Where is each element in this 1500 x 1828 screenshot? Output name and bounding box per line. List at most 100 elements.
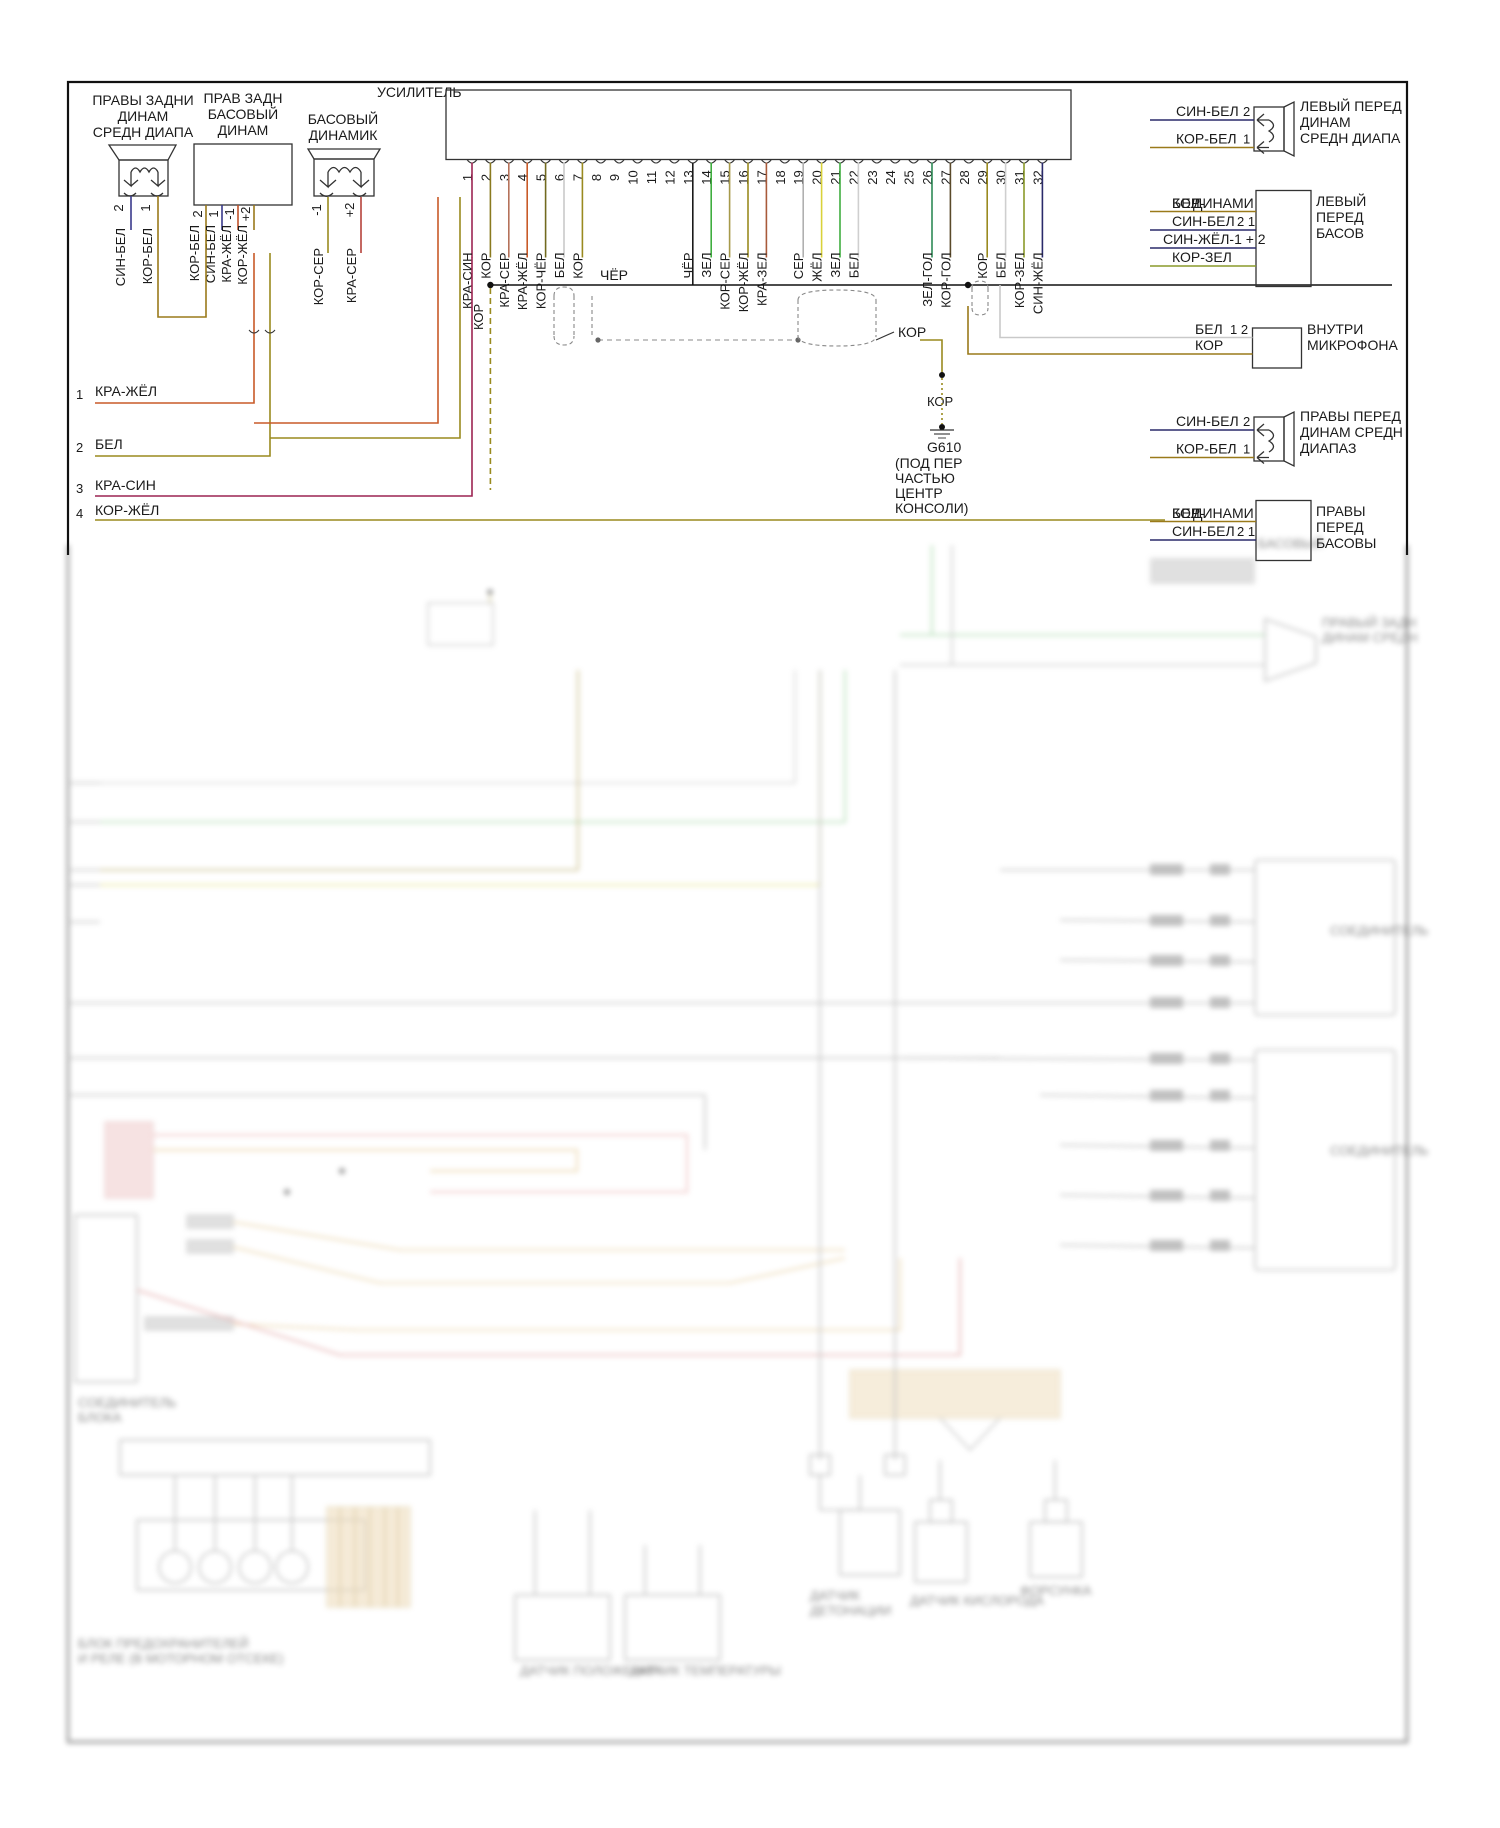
svg-text:12: 12 [662, 170, 677, 184]
svg-text:БЕЛ: БЕЛ [994, 253, 1009, 279]
svg-text:2: 2 [111, 204, 126, 211]
svg-text:ПЕРЕД: ПЕРЕД [1316, 519, 1364, 535]
svg-text:ЧЁР: ЧЁР [600, 267, 628, 283]
svg-text:КРА-СЕР: КРА-СЕР [497, 253, 512, 308]
svg-text:+2: +2 [238, 207, 253, 222]
svg-text:БЕЛ: БЕЛ [552, 253, 567, 279]
svg-text:ДИНАМИК: ДИНАМИК [309, 127, 379, 143]
svg-text:1: 1 [1243, 442, 1250, 457]
svg-text:2: 2 [1243, 104, 1250, 119]
svg-text:СРЕДН ДИАПА: СРЕДН ДИАПА [1300, 130, 1401, 146]
svg-text:КОР-БЕЛ: КОР-БЕЛ [1176, 441, 1237, 457]
svg-text:КОР: КОР [570, 253, 585, 279]
svg-text:СОЕДИНИТЕЛЬ: СОЕДИНИТЕЛЬ [1330, 923, 1428, 938]
svg-text:БАСОВЫЙ: БАСОВЫЙ [208, 105, 278, 122]
svg-text:БАСОВ: БАСОВ [1316, 225, 1364, 241]
svg-text:КОР-БЕЛ: КОР-БЕЛ [1176, 131, 1237, 147]
svg-text:23: 23 [865, 170, 880, 184]
svg-text:КРА-ЖЁЛ: КРА-ЖЁЛ [219, 225, 234, 283]
svg-text:БЕЛ: БЕЛ [95, 436, 123, 452]
svg-text:ПРАВ ЗАДН: ПРАВ ЗАДН [204, 90, 283, 106]
svg-text:2 1: 2 1 [1237, 214, 1255, 229]
svg-text:КОНСОЛИ): КОНСОЛИ) [895, 500, 968, 516]
svg-text:СИН-БЕЛ: СИН-БЕЛ [1176, 103, 1239, 119]
svg-text:КОР-СЕР: КОР-СЕР [311, 248, 326, 305]
svg-text:ДАТЧИК ТЕМПЕРАТУРЫ: ДАТЧИК ТЕМПЕРАТУРЫ [630, 1663, 781, 1678]
svg-text:КОР: КОР [927, 394, 953, 409]
svg-text:28: 28 [957, 170, 972, 184]
svg-text:(ПОД ПЕР: (ПОД ПЕР [895, 455, 962, 471]
svg-text:СОЕДИНИТЕЛЬ: СОЕДИНИТЕЛЬ [78, 1395, 176, 1410]
svg-text:КОР-ЖЁЛ: КОР-ЖЁЛ [736, 253, 751, 313]
svg-text:ПЕРЕД: ПЕРЕД [1316, 209, 1364, 225]
svg-text:ЧАСТЬЮ: ЧАСТЬЮ [895, 470, 955, 486]
svg-text:ЖЁЛ: ЖЁЛ [810, 253, 825, 282]
svg-text:3: 3 [76, 481, 83, 496]
svg-text:КРА-ЗЕЛ: КРА-ЗЕЛ [754, 253, 769, 306]
svg-text:КРА-СЕР: КРА-СЕР [344, 248, 359, 303]
svg-text:ДАТЧИК: ДАТЧИК [810, 1588, 860, 1603]
svg-text:2 1: 2 1 [1237, 524, 1255, 539]
svg-text:КОР-ЖЁЛ: КОР-ЖЁЛ [235, 225, 250, 285]
svg-text:ДИНАМ СРЕДН: ДИНАМ СРЕДН [1322, 630, 1418, 645]
svg-text:КОР-ЗЕЛ: КОР-ЗЕЛ [1012, 253, 1027, 309]
svg-text:25: 25 [902, 170, 917, 184]
svg-text:БЛОКА: БЛОКА [78, 1410, 122, 1425]
svg-text:ДИНАМ: ДИНАМ [1300, 114, 1351, 130]
svg-text:СРЕДН ДИАПА: СРЕДН ДИАПА [93, 124, 194, 140]
svg-text:КОР-СЕР: КОР-СЕР [718, 253, 733, 310]
svg-text:ЛЕВЫЙ ПЕРЕД: ЛЕВЫЙ ПЕРЕД [1300, 97, 1402, 114]
svg-text:И РЕЛЕ (В МОТОРНОМ ОТСЕКЕ): И РЕЛЕ (В МОТОРНОМ ОТСЕКЕ) [78, 1651, 283, 1666]
svg-text:КОР-ЗЕЛ: КОР-ЗЕЛ [1172, 249, 1232, 265]
svg-text:КРА-ЖЁЛ: КРА-ЖЁЛ [95, 383, 157, 399]
svg-text:ПРАВЫ ПЕРЕД: ПРАВЫ ПЕРЕД [1300, 408, 1401, 424]
svg-text:ДЕТОНАЦИИ: ДЕТОНАЦИИ [810, 1603, 891, 1618]
svg-text:ПРАВЫЙ ЗАДН: ПРАВЫЙ ЗАДН [1322, 615, 1416, 630]
svg-text:9: 9 [607, 174, 622, 181]
svg-text:КРА-ЖЁЛ: КРА-ЖЁЛ [515, 253, 530, 311]
svg-text:КОР-БЕЛ: КОР-БЕЛ [187, 225, 202, 281]
svg-text:СИН-БЕЛ: СИН-БЕЛ [113, 228, 128, 286]
svg-text:КОР: КОР [898, 324, 926, 340]
svg-text:1 2: 1 2 [1230, 322, 1248, 337]
svg-text:БЕЛ: БЕЛ [1172, 195, 1200, 211]
svg-text:КОР: КОР [975, 253, 990, 279]
svg-text:1: 1 [76, 387, 83, 402]
svg-text:БАСОВЫЙ: БАСОВЫЙ [1258, 536, 1323, 551]
svg-text:2: 2 [1243, 414, 1250, 429]
svg-text:БЕЛ: БЕЛ [1195, 321, 1223, 337]
svg-text:КРА-СИН: КРА-СИН [95, 477, 156, 493]
svg-text:ЗЕЛ: ЗЕЛ [699, 253, 714, 278]
svg-text:БАСОВЫЙ: БАСОВЫЙ [308, 110, 378, 127]
svg-text:СЕР: СЕР [791, 253, 806, 280]
svg-text:ДИАПАЗ: ДИАПАЗ [1300, 440, 1356, 456]
svg-text:КОР-ЧЁР: КОР-ЧЁР [534, 253, 549, 310]
svg-text:G610: G610 [927, 439, 961, 455]
svg-text:8: 8 [589, 174, 604, 181]
svg-text:ДИНАМ: ДИНАМ [218, 122, 269, 138]
svg-text:КОР-БЕЛ: КОР-БЕЛ [140, 228, 155, 284]
svg-text:-1: -1 [309, 204, 324, 216]
svg-text:+2: +2 [342, 203, 357, 218]
svg-text:СИН-ЖЁЛ-1 + 2: СИН-ЖЁЛ-1 + 2 [1163, 231, 1266, 247]
svg-text:УСИЛИТЕЛЬ: УСИЛИТЕЛЬ [377, 84, 462, 100]
svg-text:СИН-БЕЛ: СИН-БЕЛ [1176, 413, 1239, 429]
svg-text:СОЕДИНИТЕЛЬ: СОЕДИНИТЕЛЬ [1330, 1143, 1428, 1158]
svg-text:БАСОВЫ: БАСОВЫ [1316, 535, 1376, 551]
svg-text:1: 1 [206, 210, 221, 217]
svg-text:10: 10 [626, 170, 641, 184]
svg-text:ЗЕЛ: ЗЕЛ [828, 253, 843, 278]
svg-text:2: 2 [190, 210, 205, 217]
svg-text:КОР-ЖЁЛ: КОР-ЖЁЛ [95, 502, 159, 518]
svg-text:1: 1 [138, 204, 153, 211]
svg-text:ДИНАМ СРЕДН: ДИНАМ СРЕДН [1300, 424, 1403, 440]
svg-text:ЛЕВЫЙ: ЛЕВЫЙ [1316, 192, 1366, 209]
svg-text:БЕЛ: БЕЛ [1172, 505, 1200, 521]
svg-text:ПРАВЫ ЗАДНИ: ПРАВЫ ЗАДНИ [92, 92, 193, 108]
svg-text:18: 18 [773, 170, 788, 184]
svg-text:КОР: КОР [478, 253, 493, 279]
svg-text:ДИНАМ: ДИНАМ [118, 108, 169, 124]
svg-text:БЛОК ПРЕДОХРАНИТЕЛЕЙ: БЛОК ПРЕДОХРАНИТЕЛЕЙ [78, 1636, 248, 1651]
svg-text:11: 11 [644, 171, 659, 185]
svg-text:24: 24 [883, 170, 898, 184]
